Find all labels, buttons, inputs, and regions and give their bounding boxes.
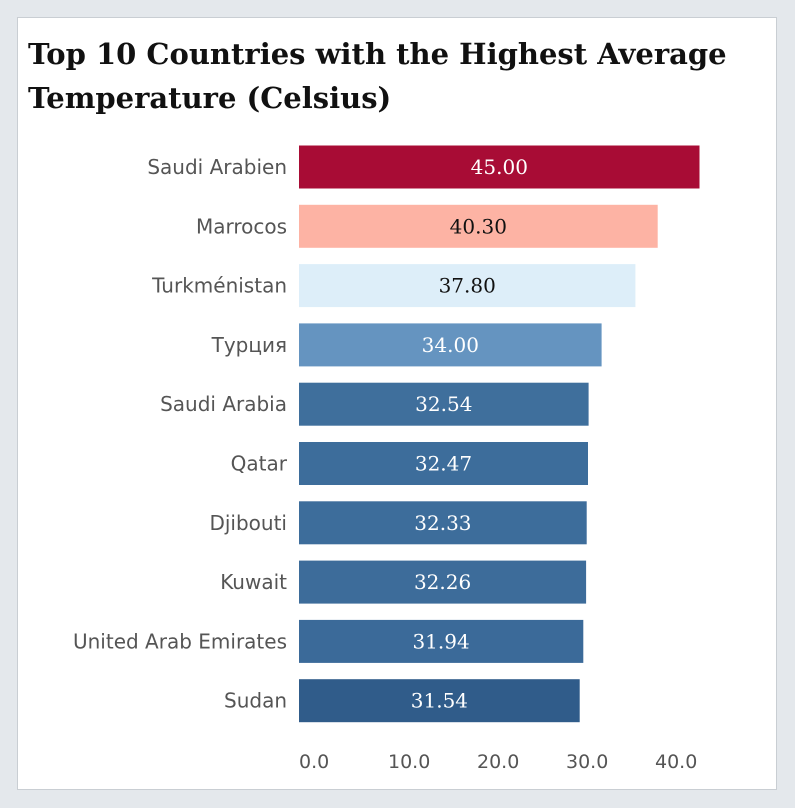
bar-chart: Saudi Arabien 45.00 Marrocos 40.30 Turkménis… [73, 145, 700, 773]
data-label: 40.30 [450, 214, 507, 238]
bar [299, 679, 580, 723]
x-tick-label: 10.0 [388, 751, 430, 773]
x-tick-label: 0.0 [299, 751, 329, 773]
bar [299, 204, 658, 248]
category-label: Kuwait [220, 570, 287, 594]
data-label: 32.26 [414, 570, 471, 594]
category-label: Saudi Arabien [147, 155, 287, 179]
bar [299, 560, 587, 604]
data-label: 32.33 [414, 511, 471, 535]
bar [299, 619, 584, 663]
category-label: Qatar [231, 452, 288, 476]
data-label: 31.54 [411, 689, 468, 713]
x-tick-label: 40.0 [655, 751, 697, 773]
data-label: 31.94 [412, 629, 469, 653]
bar [299, 442, 588, 485]
chart-title: Top 10 Countries with the Highest Averag… [28, 37, 727, 115]
category-label: Saudi Arabia [160, 392, 287, 416]
data-label: 37.80 [439, 274, 496, 298]
category-label: Djibouti [209, 511, 287, 535]
category-label: Sudan [224, 689, 287, 713]
bar [299, 264, 636, 308]
category-label: Турция [211, 333, 287, 357]
data-label: 32.54 [415, 392, 472, 416]
bar [299, 323, 602, 367]
data-label: 32.47 [415, 452, 472, 476]
bar [299, 501, 587, 545]
bar [299, 145, 700, 189]
category-label: Turkménistan [151, 274, 287, 298]
x-tick-label: 30.0 [566, 751, 608, 773]
chart-card: Top 10 Countries with the Highest Averag… [17, 17, 777, 790]
category-label: United Arab Emirates [73, 629, 287, 653]
x-tick-label: 20.0 [477, 751, 519, 773]
category-label: Marrocos [196, 214, 287, 238]
bar [299, 382, 589, 426]
data-label: 34.00 [422, 333, 479, 357]
data-label: 45.00 [471, 155, 528, 179]
